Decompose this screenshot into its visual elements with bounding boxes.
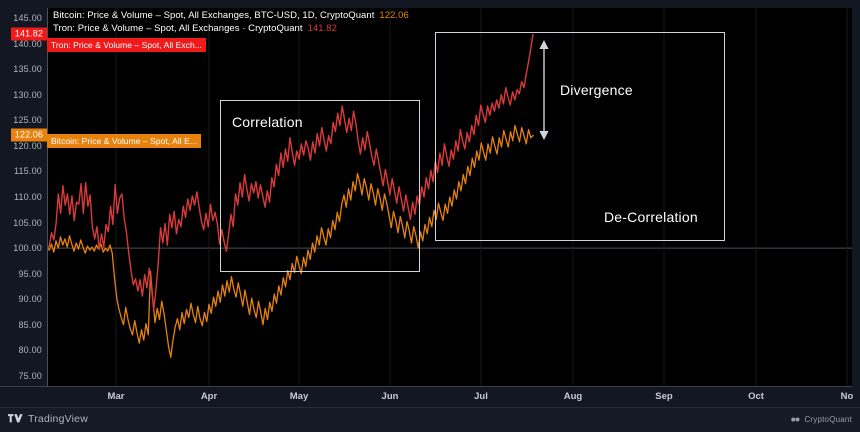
price-tick-90-00: 90.00 (18, 294, 42, 305)
price-tag-bitcoin[interactable]: 122.06 (10, 128, 47, 142)
chart-series-svg (47, 8, 852, 386)
tradingview-brand-label: TradingView (28, 413, 88, 425)
chart-legend: Bitcoin: Price & Volume – Spot, All Exch… (53, 9, 409, 35)
time-scale[interactable]: Mar Apr May Jun Jul Aug Sep Oct No (47, 387, 860, 407)
series-chip-tron[interactable]: Tron: Price & Volume – Spot, All Exch... (47, 38, 206, 52)
cryptoquant-brand-label: CryptoQuant (804, 415, 852, 424)
time-axis-separator (0, 386, 852, 387)
price-tick-110-00: 110.00 (13, 192, 42, 202)
price-scale[interactable]: 145.00 140.00 135.00 130.00 125.00 120.00 115.… (0, 8, 47, 386)
price-tick-80-00: 80.00 (18, 345, 42, 356)
time-tick-sep: Sep (655, 391, 673, 402)
price-tick-115-00: 115.00 (13, 166, 42, 177)
tradingview-brand[interactable]: TradingView (8, 413, 88, 425)
gridlines (47, 8, 852, 386)
series-chip-bitcoin[interactable]: Bitcoin: Price & Volume – Spot, All E... (47, 134, 202, 148)
cryptoquant-brand: CryptoQuant (791, 415, 852, 424)
price-axis-separator (47, 8, 48, 386)
price-tick-105-00: 105.00 (13, 217, 42, 228)
cryptoquant-logo-icon (791, 417, 800, 422)
chart-plot-area[interactable] (47, 8, 852, 386)
price-tick-130-00: 130.00 (13, 89, 42, 100)
price-tick-135-00: 135.00 (13, 64, 42, 75)
price-tick-145-00: 145.00 (13, 13, 42, 24)
legend-title-tron: Tron: Price & Volume – Spot, All Exchang… (53, 23, 303, 34)
status-bar: TradingView CryptoQuant (0, 407, 860, 432)
price-tick-85-00: 85.00 (18, 319, 42, 330)
time-tick-aug: Aug (563, 391, 583, 402)
annotation-label-de-correlation: De-Correlation (604, 209, 698, 225)
price-tick-120-00: 120.00 (13, 140, 42, 151)
price-tick-100-00: 100.00 (13, 243, 42, 254)
time-tick-jul: Jul (474, 391, 488, 402)
price-tick-125-00: 125.00 (13, 115, 42, 126)
price-tick-75-00: 75.00 (18, 370, 42, 381)
divergence-double-arrow-icon (539, 40, 549, 140)
time-tick-may: May (289, 391, 309, 402)
time-tick-oct: Oct (748, 391, 764, 402)
time-tick-apr: Apr (200, 391, 218, 402)
series-line-tron (47, 33, 534, 311)
price-tick-95-00: 95.00 (18, 268, 42, 279)
legend-value-tron: 141.82 (307, 23, 337, 34)
tradingview-logo-icon (8, 413, 23, 422)
legend-row-bitcoin[interactable]: Bitcoin: Price & Volume – Spot, All Exch… (53, 9, 409, 22)
price-tag-tron[interactable]: 141.82 (10, 27, 47, 41)
time-tick-mar: Mar (107, 391, 125, 402)
annotation-label-correlation: Correlation (232, 114, 303, 130)
legend-title-bitcoin: Bitcoin: Price & Volume – Spot, All Exch… (53, 10, 375, 21)
time-tick-no: No (840, 391, 854, 402)
price-tick-140-00: 140.00 (13, 38, 42, 49)
series-line-bitcoin (47, 124, 534, 359)
time-tick-jun: Jun (381, 391, 399, 402)
annotation-label-divergence: Divergence (560, 82, 633, 98)
legend-value-bitcoin: 122.06 (379, 10, 409, 21)
legend-row-tron[interactable]: Tron: Price & Volume – Spot, All Exchang… (53, 22, 409, 35)
